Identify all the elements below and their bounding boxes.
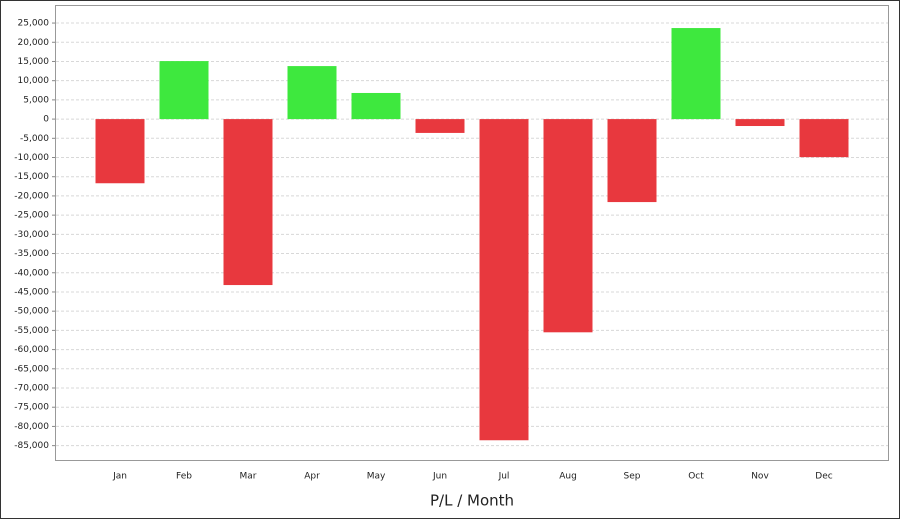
bar xyxy=(287,66,337,120)
y-tick-label: -65,000 xyxy=(14,364,49,374)
y-tick-label: -5,000 xyxy=(20,134,49,144)
x-axis-label: P/L / Month xyxy=(430,492,514,510)
y-tick-label: -15,000 xyxy=(14,172,49,182)
y-tick-label: 10,000 xyxy=(18,76,50,86)
bar xyxy=(607,119,657,203)
x-tick-label: Apr xyxy=(304,472,320,482)
y-tick-label: -25,000 xyxy=(14,211,49,221)
bar xyxy=(159,61,209,120)
x-tick-label: Sep xyxy=(624,472,641,482)
bar xyxy=(799,119,849,158)
y-tick-label: 0 xyxy=(43,115,49,125)
y-tick-label: -20,000 xyxy=(14,191,49,201)
x-tick-label: May xyxy=(367,472,386,482)
x-tick-label: Feb xyxy=(176,472,192,482)
y-tick-label: -70,000 xyxy=(14,384,49,394)
y-tick-label: -45,000 xyxy=(14,287,49,297)
y-tick-label: -75,000 xyxy=(14,403,49,413)
bar xyxy=(95,119,145,184)
bar xyxy=(735,119,785,127)
x-tick-label: Jun xyxy=(432,472,447,482)
x-tick-label: Aug xyxy=(559,472,577,482)
y-tick-label: -60,000 xyxy=(14,345,49,355)
y-tick-label: 25,000 xyxy=(18,19,50,29)
y-tick-label: -10,000 xyxy=(14,153,49,163)
y-tick-label: 5,000 xyxy=(23,95,49,105)
y-tick-label: -40,000 xyxy=(14,268,49,278)
x-tick-label: Jan xyxy=(112,472,127,482)
bar xyxy=(671,28,721,120)
y-tick-label: -50,000 xyxy=(14,307,49,317)
bar xyxy=(479,119,529,441)
y-tick-label: -30,000 xyxy=(14,230,49,240)
x-tick-label: Dec xyxy=(815,472,832,482)
y-tick-label: -35,000 xyxy=(14,249,49,259)
y-tick-label: -80,000 xyxy=(14,422,49,432)
bar xyxy=(543,119,593,333)
y-tick-label: -85,000 xyxy=(14,441,49,451)
x-tick-label: Oct xyxy=(688,472,704,482)
bar xyxy=(223,119,273,286)
y-tick-label: 15,000 xyxy=(18,57,50,67)
x-tick-label: Nov xyxy=(751,472,769,482)
bar xyxy=(415,119,465,133)
y-tick-label: -55,000 xyxy=(14,326,49,336)
bar xyxy=(351,92,401,120)
y-tick-label: 20,000 xyxy=(18,38,50,48)
x-tick-label: Mar xyxy=(240,472,257,482)
x-tick-label: Jul xyxy=(498,472,510,482)
